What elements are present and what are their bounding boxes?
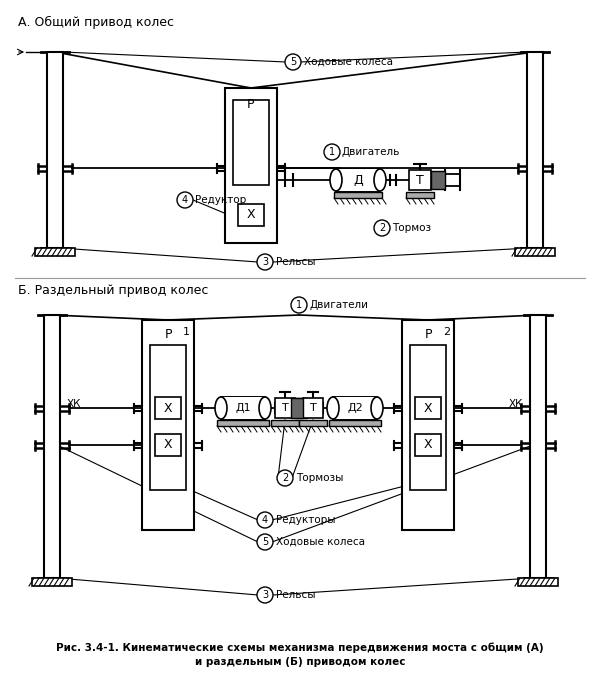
Bar <box>271 420 299 426</box>
Text: 4: 4 <box>262 515 268 525</box>
Text: 2: 2 <box>443 327 450 337</box>
Text: 5: 5 <box>290 57 296 67</box>
Bar <box>415 434 441 456</box>
Bar <box>221 397 265 419</box>
Bar <box>527 52 543 248</box>
Text: Рис. 3.4-1. Кинематические схемы механизма передвижения моста с общим (А): Рис. 3.4-1. Кинематические схемы механиз… <box>56 642 544 653</box>
Text: Ходовые колеса: Ходовые колеса <box>276 537 365 547</box>
Bar <box>406 192 434 198</box>
Bar <box>333 397 377 419</box>
Bar <box>225 88 277 243</box>
Text: 1: 1 <box>183 327 190 337</box>
Ellipse shape <box>374 169 386 191</box>
Text: ХК: ХК <box>509 399 523 409</box>
Text: Т: Т <box>281 403 289 413</box>
Text: Р: Р <box>424 329 432 342</box>
Text: 4: 4 <box>182 195 188 205</box>
Text: Ходовые колеса: Ходовые колеса <box>304 57 393 67</box>
Bar <box>142 320 194 530</box>
Text: 1: 1 <box>329 147 335 157</box>
Bar <box>35 248 75 256</box>
Circle shape <box>291 297 307 313</box>
Text: 3: 3 <box>262 257 268 267</box>
Bar <box>431 171 445 189</box>
Text: Редуктор: Редуктор <box>195 195 246 205</box>
Text: X: X <box>424 402 433 415</box>
Bar <box>221 397 265 419</box>
Bar <box>329 420 381 426</box>
Bar <box>233 100 269 185</box>
Text: X: X <box>424 439 433 451</box>
Text: 1: 1 <box>296 300 302 310</box>
Ellipse shape <box>259 397 271 419</box>
Text: 2: 2 <box>282 473 288 483</box>
Text: Т: Т <box>310 403 316 413</box>
Ellipse shape <box>215 397 227 419</box>
Bar <box>32 578 72 586</box>
Bar <box>402 320 454 530</box>
Bar <box>336 169 380 191</box>
Bar <box>155 434 181 456</box>
Bar <box>530 315 546 578</box>
Ellipse shape <box>371 397 383 419</box>
Circle shape <box>257 254 273 270</box>
Circle shape <box>324 144 340 160</box>
Circle shape <box>374 220 390 236</box>
Bar <box>415 397 441 419</box>
Text: Д2: Д2 <box>347 403 363 413</box>
Bar <box>238 204 264 226</box>
Circle shape <box>277 470 293 486</box>
Text: Д1: Д1 <box>235 403 251 413</box>
Bar <box>155 397 181 419</box>
Bar <box>150 345 186 490</box>
Text: Д: Д <box>353 173 363 186</box>
Bar <box>410 345 446 490</box>
Text: Двигатель: Двигатель <box>342 147 400 157</box>
Text: Р: Р <box>164 329 172 342</box>
Text: 5: 5 <box>262 537 268 547</box>
Text: Т: Т <box>416 173 424 186</box>
Bar <box>299 420 327 426</box>
Bar <box>518 578 558 586</box>
Text: А. Общий привод колес: А. Общий привод колес <box>18 16 174 29</box>
Bar <box>515 248 555 256</box>
Circle shape <box>285 54 301 70</box>
Text: Б. Раздельный привод колес: Б. Раздельный привод колес <box>18 284 208 297</box>
Text: Тормозы: Тормозы <box>296 473 343 483</box>
Bar <box>336 169 380 191</box>
Bar <box>217 420 269 426</box>
Circle shape <box>177 192 193 208</box>
Bar <box>275 398 295 418</box>
Text: ХК: ХК <box>67 399 81 409</box>
Bar <box>295 398 307 418</box>
Text: Редукторы: Редукторы <box>276 515 335 525</box>
Text: Р: Р <box>247 98 255 111</box>
Text: 2: 2 <box>379 223 385 233</box>
Text: X: X <box>164 402 172 415</box>
Bar <box>409 170 431 190</box>
Bar <box>333 397 377 419</box>
Text: Рельсы: Рельсы <box>276 257 316 267</box>
Bar <box>291 398 303 418</box>
Circle shape <box>257 512 273 528</box>
Text: 3: 3 <box>262 590 268 600</box>
Text: Двигатели: Двигатели <box>310 300 369 310</box>
Bar <box>334 192 382 198</box>
Text: X: X <box>247 209 256 222</box>
Ellipse shape <box>327 397 339 419</box>
Text: X: X <box>164 439 172 451</box>
Ellipse shape <box>330 169 342 191</box>
Bar <box>303 398 323 418</box>
Circle shape <box>257 587 273 603</box>
Bar <box>47 52 63 248</box>
Text: Рельсы: Рельсы <box>276 590 316 600</box>
Text: и раздельным (Б) приводом колес: и раздельным (Б) приводом колес <box>195 657 405 667</box>
Bar <box>44 315 60 578</box>
Text: Тормоз: Тормоз <box>392 223 431 233</box>
Circle shape <box>257 534 273 550</box>
